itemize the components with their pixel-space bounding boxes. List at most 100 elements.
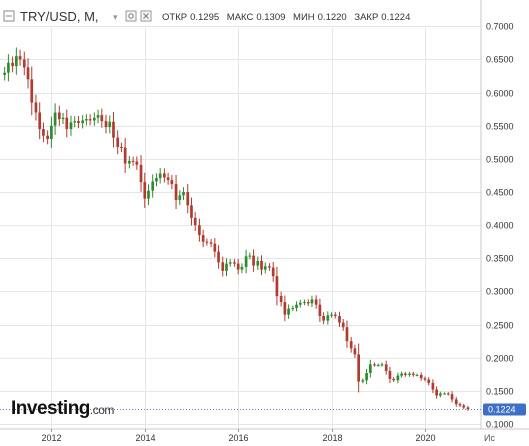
- candle: [256, 256, 260, 270]
- candle: [431, 379, 435, 394]
- candle-body: [57, 112, 61, 120]
- candle-body: [298, 302, 302, 305]
- candle: [96, 109, 100, 124]
- candle: [427, 377, 431, 386]
- candle: [349, 336, 353, 353]
- settings-icon[interactable]: [125, 10, 137, 22]
- candle-body: [419, 374, 423, 379]
- candle: [221, 256, 225, 277]
- candle-body: [209, 242, 213, 244]
- candle-body: [147, 190, 150, 199]
- chevron-down-icon[interactable]: ▾: [113, 13, 118, 23]
- candle: [228, 259, 232, 267]
- candle-body: [81, 120, 85, 124]
- candle: [419, 372, 423, 381]
- candle: [61, 112, 65, 125]
- candle: [415, 373, 419, 377]
- candle-body: [345, 327, 349, 342]
- candle: [303, 299, 306, 306]
- candle-body: [326, 315, 330, 321]
- candle-body: [30, 79, 34, 103]
- candle: [450, 391, 454, 403]
- candle: [18, 49, 22, 66]
- candle: [361, 378, 365, 384]
- candle: [108, 115, 112, 134]
- candle-body: [22, 59, 26, 68]
- candle-body: [373, 364, 376, 366]
- candle-body: [14, 56, 18, 67]
- candle-body: [205, 241, 209, 243]
- candle: [330, 312, 333, 318]
- low-label: МИН: [293, 12, 315, 23]
- candle: [147, 184, 150, 206]
- x-tick-label: 2012: [41, 433, 61, 443]
- candle-body: [233, 262, 236, 264]
- candle: [42, 122, 45, 143]
- candle-body: [158, 173, 162, 179]
- candle: [85, 114, 88, 126]
- candle-body: [384, 364, 388, 371]
- candle-body: [217, 251, 220, 263]
- candle: [318, 298, 322, 322]
- candle: [353, 344, 357, 359]
- candle: [392, 377, 396, 383]
- y-tick-label: 0.6000: [486, 89, 514, 99]
- candle: [322, 312, 325, 325]
- x-tick-label: 2020: [415, 433, 435, 443]
- candle-body: [198, 225, 201, 236]
- candle-body: [450, 394, 454, 400]
- candle: [233, 259, 236, 267]
- candle-body: [408, 373, 411, 375]
- candle-body: [170, 180, 174, 185]
- candle-body: [260, 260, 263, 270]
- candle: [92, 112, 96, 126]
- candle-body: [34, 102, 38, 113]
- candle-body: [143, 182, 147, 199]
- candle: [271, 261, 275, 282]
- y-tick-label: 0.6500: [486, 55, 514, 65]
- settings-icon-center: [128, 13, 134, 19]
- candle: [446, 392, 450, 396]
- candle: [310, 295, 314, 308]
- candle-body: [271, 267, 275, 277]
- candle: [174, 175, 178, 210]
- candle-body: [92, 117, 96, 121]
- high-value: 0.1309: [256, 12, 285, 23]
- candle: [128, 155, 131, 169]
- candle: [275, 266, 279, 306]
- y-tick-label: 0.5500: [486, 122, 514, 132]
- candle-body: [190, 205, 193, 218]
- candle: [283, 295, 287, 322]
- candle-body: [65, 117, 69, 130]
- candle: [423, 376, 427, 382]
- candle-body: [291, 308, 295, 310]
- candle: [345, 320, 349, 348]
- candle-body: [186, 192, 190, 206]
- candle-body: [11, 62, 14, 67]
- candle: [186, 183, 190, 214]
- candle: [298, 299, 302, 308]
- candle: [88, 114, 92, 126]
- candle: [38, 102, 42, 140]
- candle-body: [182, 192, 185, 196]
- candle-body: [248, 255, 252, 257]
- candle-body: [3, 72, 7, 75]
- candle-body: [236, 263, 240, 270]
- candle-body: [38, 112, 42, 130]
- candle: [65, 109, 69, 138]
- candle-body: [303, 302, 306, 304]
- candle: [287, 304, 290, 319]
- candle-body: [240, 266, 244, 270]
- candle: [368, 359, 372, 378]
- last-price-label: 0.1224: [488, 405, 516, 415]
- candle: [77, 115, 80, 129]
- candle-body: [439, 393, 442, 396]
- high-label: МАКС: [227, 12, 254, 23]
- candle: [120, 142, 123, 152]
- candle: [263, 262, 267, 274]
- symbol-label[interactable]: TRY/USD, M,: [20, 9, 99, 24]
- candle: [166, 172, 170, 185]
- candle-body: [116, 137, 120, 147]
- candle: [11, 56, 14, 73]
- candle-body: [310, 299, 314, 304]
